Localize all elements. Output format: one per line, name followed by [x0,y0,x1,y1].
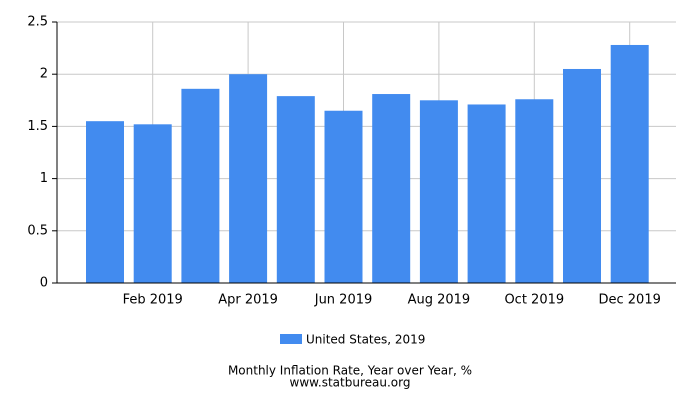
bar [229,74,268,283]
bar [276,96,315,284]
bar [133,124,172,283]
x-tick-label: Feb 2019 [123,293,183,308]
y-tick-label: 1 [40,171,48,186]
y-tick-label: 0 [40,276,48,291]
bar [610,44,649,283]
bar [372,94,411,283]
bar [515,99,554,283]
bar [563,68,601,283]
x-tick-label: Oct 2019 [504,293,564,308]
chart-title: Monthly Inflation Rate, Year over Year, … [228,364,472,378]
x-tick-label: Jun 2019 [314,293,373,308]
source: www.statbureau.org [290,376,411,390]
bar [86,121,124,284]
x-tick-label: Aug 2019 [408,293,471,308]
bar [419,100,458,283]
legend-label: United States, 2019 [306,333,425,347]
x-tick-label: Apr 2019 [218,293,278,308]
y-tick-label: 1.5 [27,119,48,134]
bar [324,110,363,284]
bar [467,104,506,283]
y-tick-label: 2 [40,67,48,82]
bar [181,88,220,283]
y-tick-label: 0.5 [27,223,48,238]
legend-swatch [280,334,302,344]
y-tick-label: 2.5 [27,15,48,30]
x-tick-label: Dec 2019 [599,293,661,308]
